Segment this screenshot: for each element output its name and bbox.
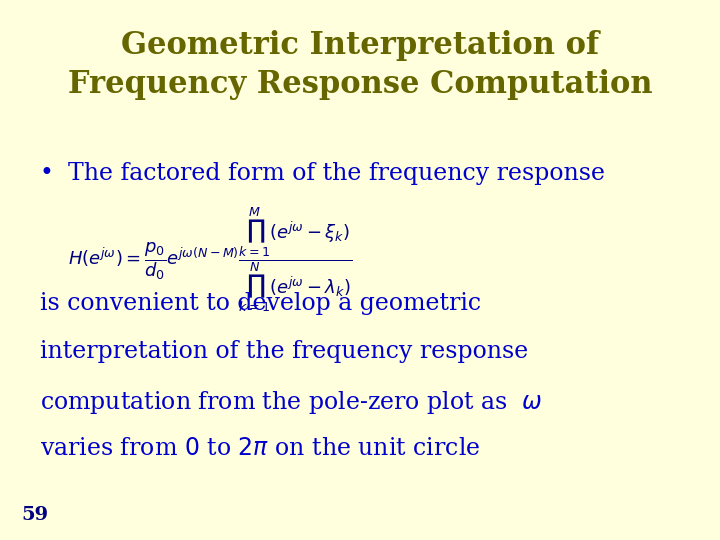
Text: •: •	[40, 162, 53, 185]
Text: The factored form of the frequency response: The factored form of the frequency respo…	[68, 162, 606, 185]
Text: varies from $0$ to $2\pi$ on the unit circle: varies from $0$ to $2\pi$ on the unit ci…	[40, 437, 480, 461]
Text: computation from the pole-zero plot as  $\omega$: computation from the pole-zero plot as $…	[40, 389, 542, 416]
Text: Geometric Interpretation of
Frequency Response Computation: Geometric Interpretation of Frequency Re…	[68, 30, 652, 100]
Text: 59: 59	[22, 506, 49, 524]
Text: interpretation of the frequency response: interpretation of the frequency response	[40, 340, 528, 363]
Text: $H(e^{j\omega}) = \dfrac{p_0}{d_0} e^{j\omega(N-M)} \dfrac{\prod_{k=1}^{M}(e^{j\: $H(e^{j\omega}) = \dfrac{p_0}{d_0} e^{j\…	[68, 205, 353, 314]
Text: is convenient to develop a geometric: is convenient to develop a geometric	[40, 292, 481, 315]
